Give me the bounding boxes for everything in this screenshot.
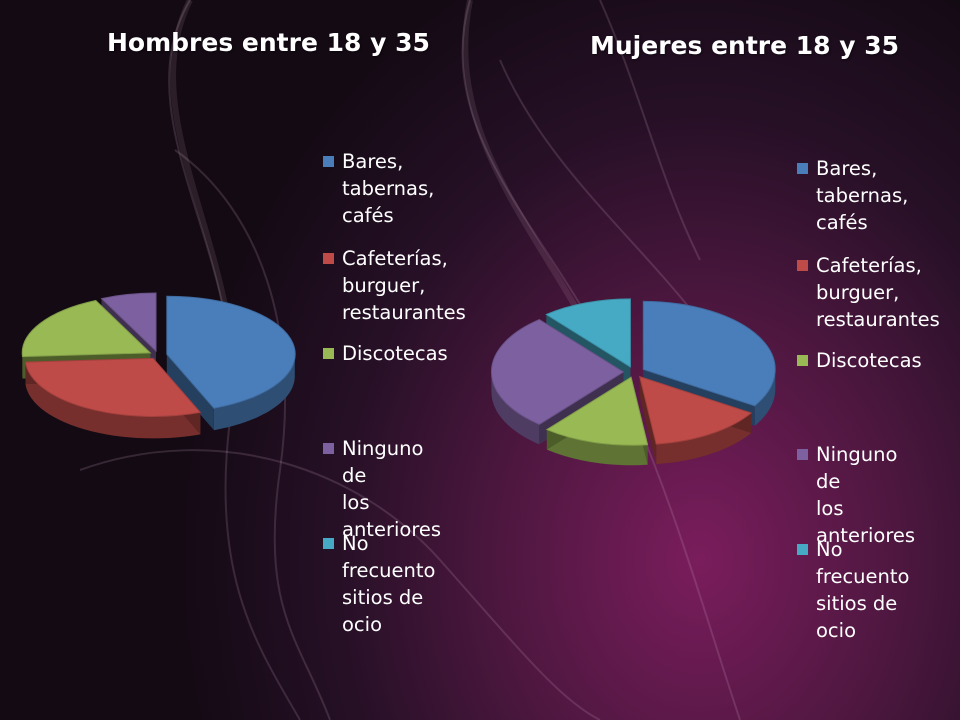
chart-title-men: Hombres entre 18 y 35: [107, 28, 430, 57]
legend-swatch: [323, 253, 334, 264]
women-slice-side: [754, 369, 776, 426]
women-slice-bares: [642, 300, 776, 407]
legend-label: No frecuento sitios de ocio: [342, 532, 436, 636]
chart-title-women: Mujeres entre 18 y 35: [590, 31, 900, 60]
men-slice-bares: [166, 295, 296, 409]
legend-label: Bares, tabernas, cafés: [816, 157, 909, 234]
legend-swatch: [323, 156, 334, 167]
legend-swatch: [323, 348, 334, 359]
legend-swatch: [797, 544, 808, 555]
legend-label: Cafeterías, burguer, restaurantes: [342, 247, 466, 324]
men-legend-item: Bares, tabernas, cafés: [323, 148, 434, 229]
men-slice-edge: [166, 354, 214, 431]
legend-label: Cafeterías, burguer, restaurantes: [816, 254, 940, 331]
men-slice-ninguno: [100, 292, 157, 353]
women-slice-no: [545, 298, 631, 368]
men-slice-cafeterías: [24, 357, 202, 417]
legend-swatch: [797, 163, 808, 174]
legend-swatch: [323, 538, 334, 549]
legend-swatch: [797, 355, 808, 366]
women-legend-item: Discotecas: [797, 347, 922, 374]
women-slice-side: [491, 372, 540, 445]
women-legend-item: Bares, tabernas, cafés: [797, 155, 908, 236]
men-slice-discotecas: [21, 299, 152, 358]
men-slice-side: [213, 354, 295, 431]
men-legend-item: No frecuento sitios de ocio: [323, 530, 435, 638]
legend-label: Discotecas: [342, 342, 448, 365]
women-slice-cafeterías: [639, 375, 753, 445]
women-slice-edge: [639, 376, 657, 465]
women-legend-item: No frecuento sitios de ocio: [797, 536, 909, 644]
legend-label: No frecuento sitios de ocio: [816, 538, 910, 642]
women-slice-ninguno: [491, 319, 625, 425]
men-legend-item: Cafeterías, burguer, restaurantes: [323, 245, 466, 326]
legend-label: Discotecas: [816, 349, 922, 372]
women-legend-item: Cafeterías, burguer, restaurantes: [797, 252, 940, 333]
legend-label: Bares, tabernas, cafés: [342, 150, 435, 227]
men-legend-item: Ninguno de los anteriores: [323, 435, 441, 543]
legend-label: Ninguno de los anteriores: [342, 437, 442, 541]
legend-swatch: [323, 443, 334, 454]
legend-swatch: [797, 260, 808, 271]
women-slice-side: [656, 413, 752, 465]
legend-swatch: [797, 449, 808, 460]
men-legend-item: Discotecas: [323, 340, 448, 367]
men-slice-side: [25, 362, 201, 439]
women-slice-discotecas: [545, 376, 649, 446]
legend-label: Ninguno de los anteriores: [816, 443, 916, 547]
women-legend-item: Ninguno de los anteriores: [797, 441, 915, 549]
